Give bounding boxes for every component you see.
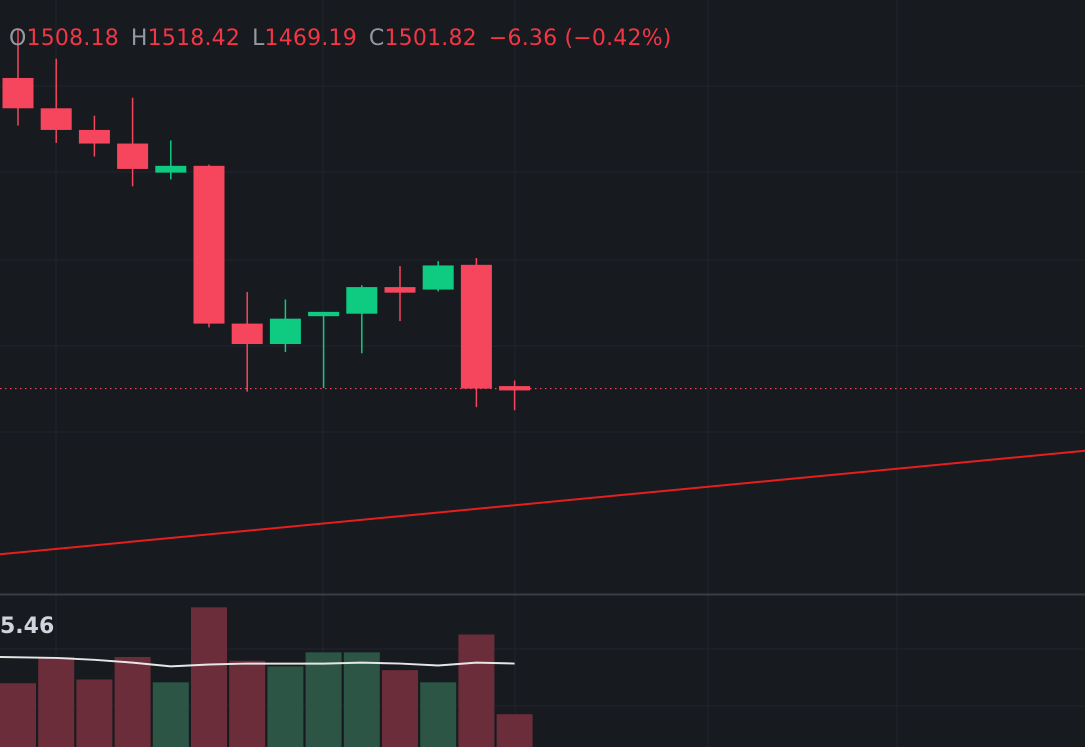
- candle-9: [346, 285, 378, 354]
- candle-6: [231, 292, 263, 392]
- volume-bar-10: [382, 670, 418, 747]
- volume-bar-6: [229, 660, 266, 747]
- candle-body-5: [193, 165, 225, 324]
- trendline-layer[interactable]: [0, 449, 1085, 556]
- candle-body-10: [384, 287, 416, 293]
- candle-10: [384, 266, 416, 322]
- volume-bar-12: [458, 634, 495, 747]
- trendline[interactable]: [0, 449, 1085, 556]
- candle-body-9: [346, 287, 378, 314]
- candle-body-0: [2, 77, 34, 109]
- volume-bar-4: [152, 682, 189, 747]
- change-percent: (−0.42%): [564, 26, 672, 51]
- candle-11: [422, 261, 454, 292]
- candle-2: [78, 115, 110, 157]
- candle-3: [117, 97, 149, 187]
- candle-4: [155, 140, 187, 180]
- open-value: 1508.18: [26, 26, 119, 51]
- close-value: 1501.82: [384, 26, 477, 51]
- candle-0: [2, 28, 34, 126]
- volume-bar-0: [0, 683, 36, 747]
- candle-body-6: [231, 323, 263, 345]
- candle-body-4: [155, 165, 187, 173]
- candle-7: [269, 299, 301, 353]
- volume-bar-7: [267, 666, 304, 747]
- candle-body-3: [117, 143, 149, 169]
- candle-12: [460, 258, 492, 408]
- high-label: H: [130, 26, 148, 51]
- candle-body-13: [499, 386, 531, 391]
- close-label: C: [368, 26, 385, 51]
- candle-13: [499, 380, 531, 411]
- volume-bar-11: [420, 682, 457, 747]
- low-value: 1469.19: [264, 26, 357, 51]
- volume-bar-3: [114, 657, 151, 747]
- candle-5: [193, 164, 225, 328]
- volume-ma-polyline: [0, 656, 515, 668]
- candle-body-1: [40, 108, 72, 130]
- volume-ma-value: 5.46: [0, 614, 55, 639]
- candle-body-12: [460, 264, 492, 389]
- low-label: L: [252, 26, 265, 51]
- volume-bar-13: [496, 714, 533, 747]
- volume-bar-1: [38, 657, 75, 747]
- volume-ma-line: [0, 656, 515, 668]
- ohlc-legend: O1508.18 H1518.42 L1469.19 C1501.82 −6.36 (−…: [9, 26, 672, 51]
- candle-body-11: [422, 265, 454, 290]
- volume-bars: [0, 607, 533, 747]
- candle-1: [40, 58, 72, 143]
- candle-body-7: [269, 318, 301, 345]
- volume-bar-2: [76, 679, 113, 747]
- candles: [2, 28, 531, 411]
- volume-bar-8: [305, 652, 342, 747]
- candle-body-2: [78, 129, 110, 144]
- change-value: −6.36: [488, 26, 558, 51]
- candle-8: [308, 311, 340, 388]
- high-value: 1518.42: [147, 26, 241, 51]
- open-label: O: [9, 26, 27, 51]
- volume-bar-9: [343, 652, 380, 747]
- volume-bar-5: [191, 607, 227, 747]
- candle-body-8: [308, 311, 340, 317]
